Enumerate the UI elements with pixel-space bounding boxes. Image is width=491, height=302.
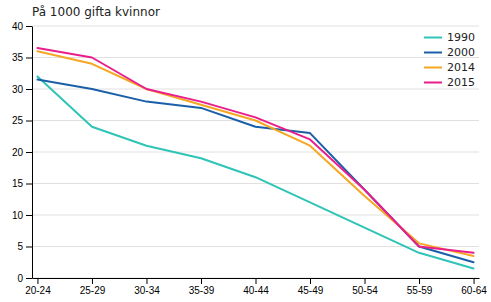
x-tick-label: 55-59 <box>407 285 433 296</box>
lines <box>37 48 473 269</box>
y-tick-mark <box>26 184 32 185</box>
legend-swatch <box>424 37 442 39</box>
y-tick: 35 <box>12 52 32 63</box>
x-tick: 50-54 <box>352 278 378 296</box>
x-tick-label: 50-54 <box>352 285 378 296</box>
x-axis: 20-24 25-29 30-34 35-39 40-44 45-49 50-54 55-59… <box>25 278 487 296</box>
x-tick: 40-44 <box>243 278 269 296</box>
x-tick-mark <box>146 278 147 284</box>
legend: 1990 2000 2014 2015 <box>424 31 475 89</box>
y-tick-mark <box>26 58 32 59</box>
chart: 0 5 10 15 20 25 30 35 40 20-24 25-29 30-34 35-39 40-4… <box>0 0 491 302</box>
series-line <box>37 48 473 253</box>
x-tick: 25-29 <box>80 278 106 296</box>
grid-line <box>32 89 479 90</box>
x-tick-label: 30-34 <box>134 285 160 296</box>
x-tick-mark <box>419 278 420 284</box>
y-tick-mark <box>26 89 32 90</box>
grid <box>32 26 479 278</box>
plot: 0 5 10 15 20 25 30 35 40 20-24 25-29 30-34 35-39 40-4… <box>12 21 487 296</box>
y-tick-mark <box>26 215 32 216</box>
x-tick: 30-34 <box>134 278 160 296</box>
y-tick-label: 20 <box>12 147 24 158</box>
legend-item: 1990 <box>424 31 475 44</box>
y-axis-line <box>32 27 33 279</box>
y-tick: 0 <box>17 273 32 284</box>
y-tick-label: 40 <box>12 21 24 32</box>
x-tick-label: 25-29 <box>80 285 106 296</box>
grid-line <box>32 183 479 184</box>
x-tick: 55-59 <box>407 278 433 296</box>
x-tick: 35-39 <box>189 278 215 296</box>
grid-line <box>32 26 479 27</box>
y-tick: 20 <box>12 147 32 158</box>
grid-line <box>32 152 479 153</box>
y-axis: 0 5 10 15 20 25 30 35 40 <box>12 21 33 284</box>
y-tick-mark <box>26 247 32 248</box>
y-tick-mark <box>26 278 32 279</box>
legend-label: 1990 <box>447 31 475 44</box>
series-line <box>37 51 473 256</box>
legend-label: 2000 <box>447 46 475 59</box>
series-line <box>37 76 473 268</box>
legend-item: 2000 <box>424 46 475 59</box>
x-tick-mark <box>310 278 311 284</box>
grid-line <box>32 57 479 58</box>
y-tick-label: 0 <box>17 273 23 284</box>
legend-item: 2014 <box>424 61 475 74</box>
y-tick-mark <box>26 152 32 153</box>
grid-line <box>32 246 479 247</box>
x-tick-mark <box>201 278 202 284</box>
y-tick-label: 5 <box>17 241 23 252</box>
x-tick-mark <box>256 278 257 284</box>
y-tick-label: 25 <box>12 115 24 126</box>
y-tick: 40 <box>12 21 32 32</box>
x-tick-label: 60-64 <box>461 285 487 296</box>
legend-label: 2015 <box>447 76 475 89</box>
y-tick: 10 <box>12 210 32 221</box>
y-tick: 25 <box>12 115 32 126</box>
x-tick-mark <box>365 278 366 284</box>
legend-swatch <box>424 52 442 54</box>
x-tick-label: 40-44 <box>243 285 269 296</box>
x-tick-label: 20-24 <box>25 285 51 296</box>
legend-swatch <box>424 67 442 69</box>
y-tick-label: 30 <box>12 84 24 95</box>
legend-label: 2014 <box>447 61 475 74</box>
x-tick: 45-49 <box>298 278 324 296</box>
y-tick: 5 <box>17 241 32 252</box>
y-tick-label: 35 <box>12 52 24 63</box>
x-tick: 20-24 <box>25 278 51 296</box>
x-tick-mark <box>92 278 93 284</box>
grid-line <box>32 215 479 216</box>
y-tick-mark <box>26 26 32 27</box>
x-tick-mark <box>474 278 475 284</box>
legend-item: 2015 <box>424 76 475 89</box>
y-tick: 15 <box>12 178 32 189</box>
x-tick-label: 45-49 <box>298 285 324 296</box>
title: På 1000 gifta kvinnor <box>32 5 160 19</box>
y-tick-label: 15 <box>12 178 24 189</box>
legend-swatch <box>424 82 442 84</box>
x-tick-label: 35-39 <box>189 285 215 296</box>
x-tick: 60-64 <box>461 278 487 296</box>
y-tick: 30 <box>12 84 32 95</box>
y-tick-mark <box>26 121 32 122</box>
y-tick-label: 10 <box>12 210 24 221</box>
x-tick-mark <box>37 278 38 284</box>
